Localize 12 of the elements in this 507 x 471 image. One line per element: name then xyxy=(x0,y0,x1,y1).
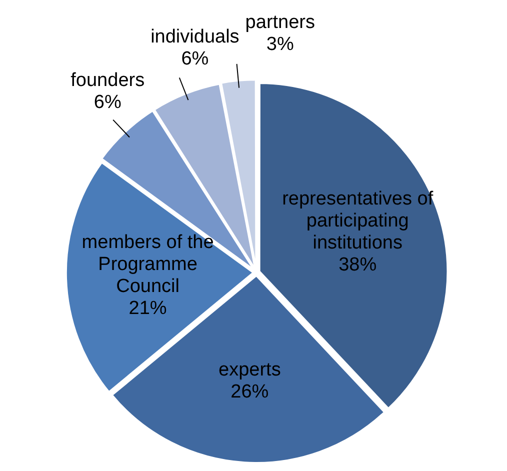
data-label: 38% xyxy=(338,254,377,276)
slice-label: founders xyxy=(70,70,145,92)
data-label: 6% xyxy=(181,48,209,70)
data-label: 6% xyxy=(94,92,122,114)
slice-label: representatives of participating institutions xyxy=(282,188,434,254)
slice-label: members of the Programme Council xyxy=(82,232,214,298)
data-label: 26% xyxy=(230,381,269,402)
slice-label: partners xyxy=(245,12,315,34)
slice-label: experts xyxy=(218,359,281,380)
data-label: 3% xyxy=(266,34,294,56)
data-label: 21% xyxy=(128,298,167,320)
slice-label: individuals xyxy=(150,26,240,48)
